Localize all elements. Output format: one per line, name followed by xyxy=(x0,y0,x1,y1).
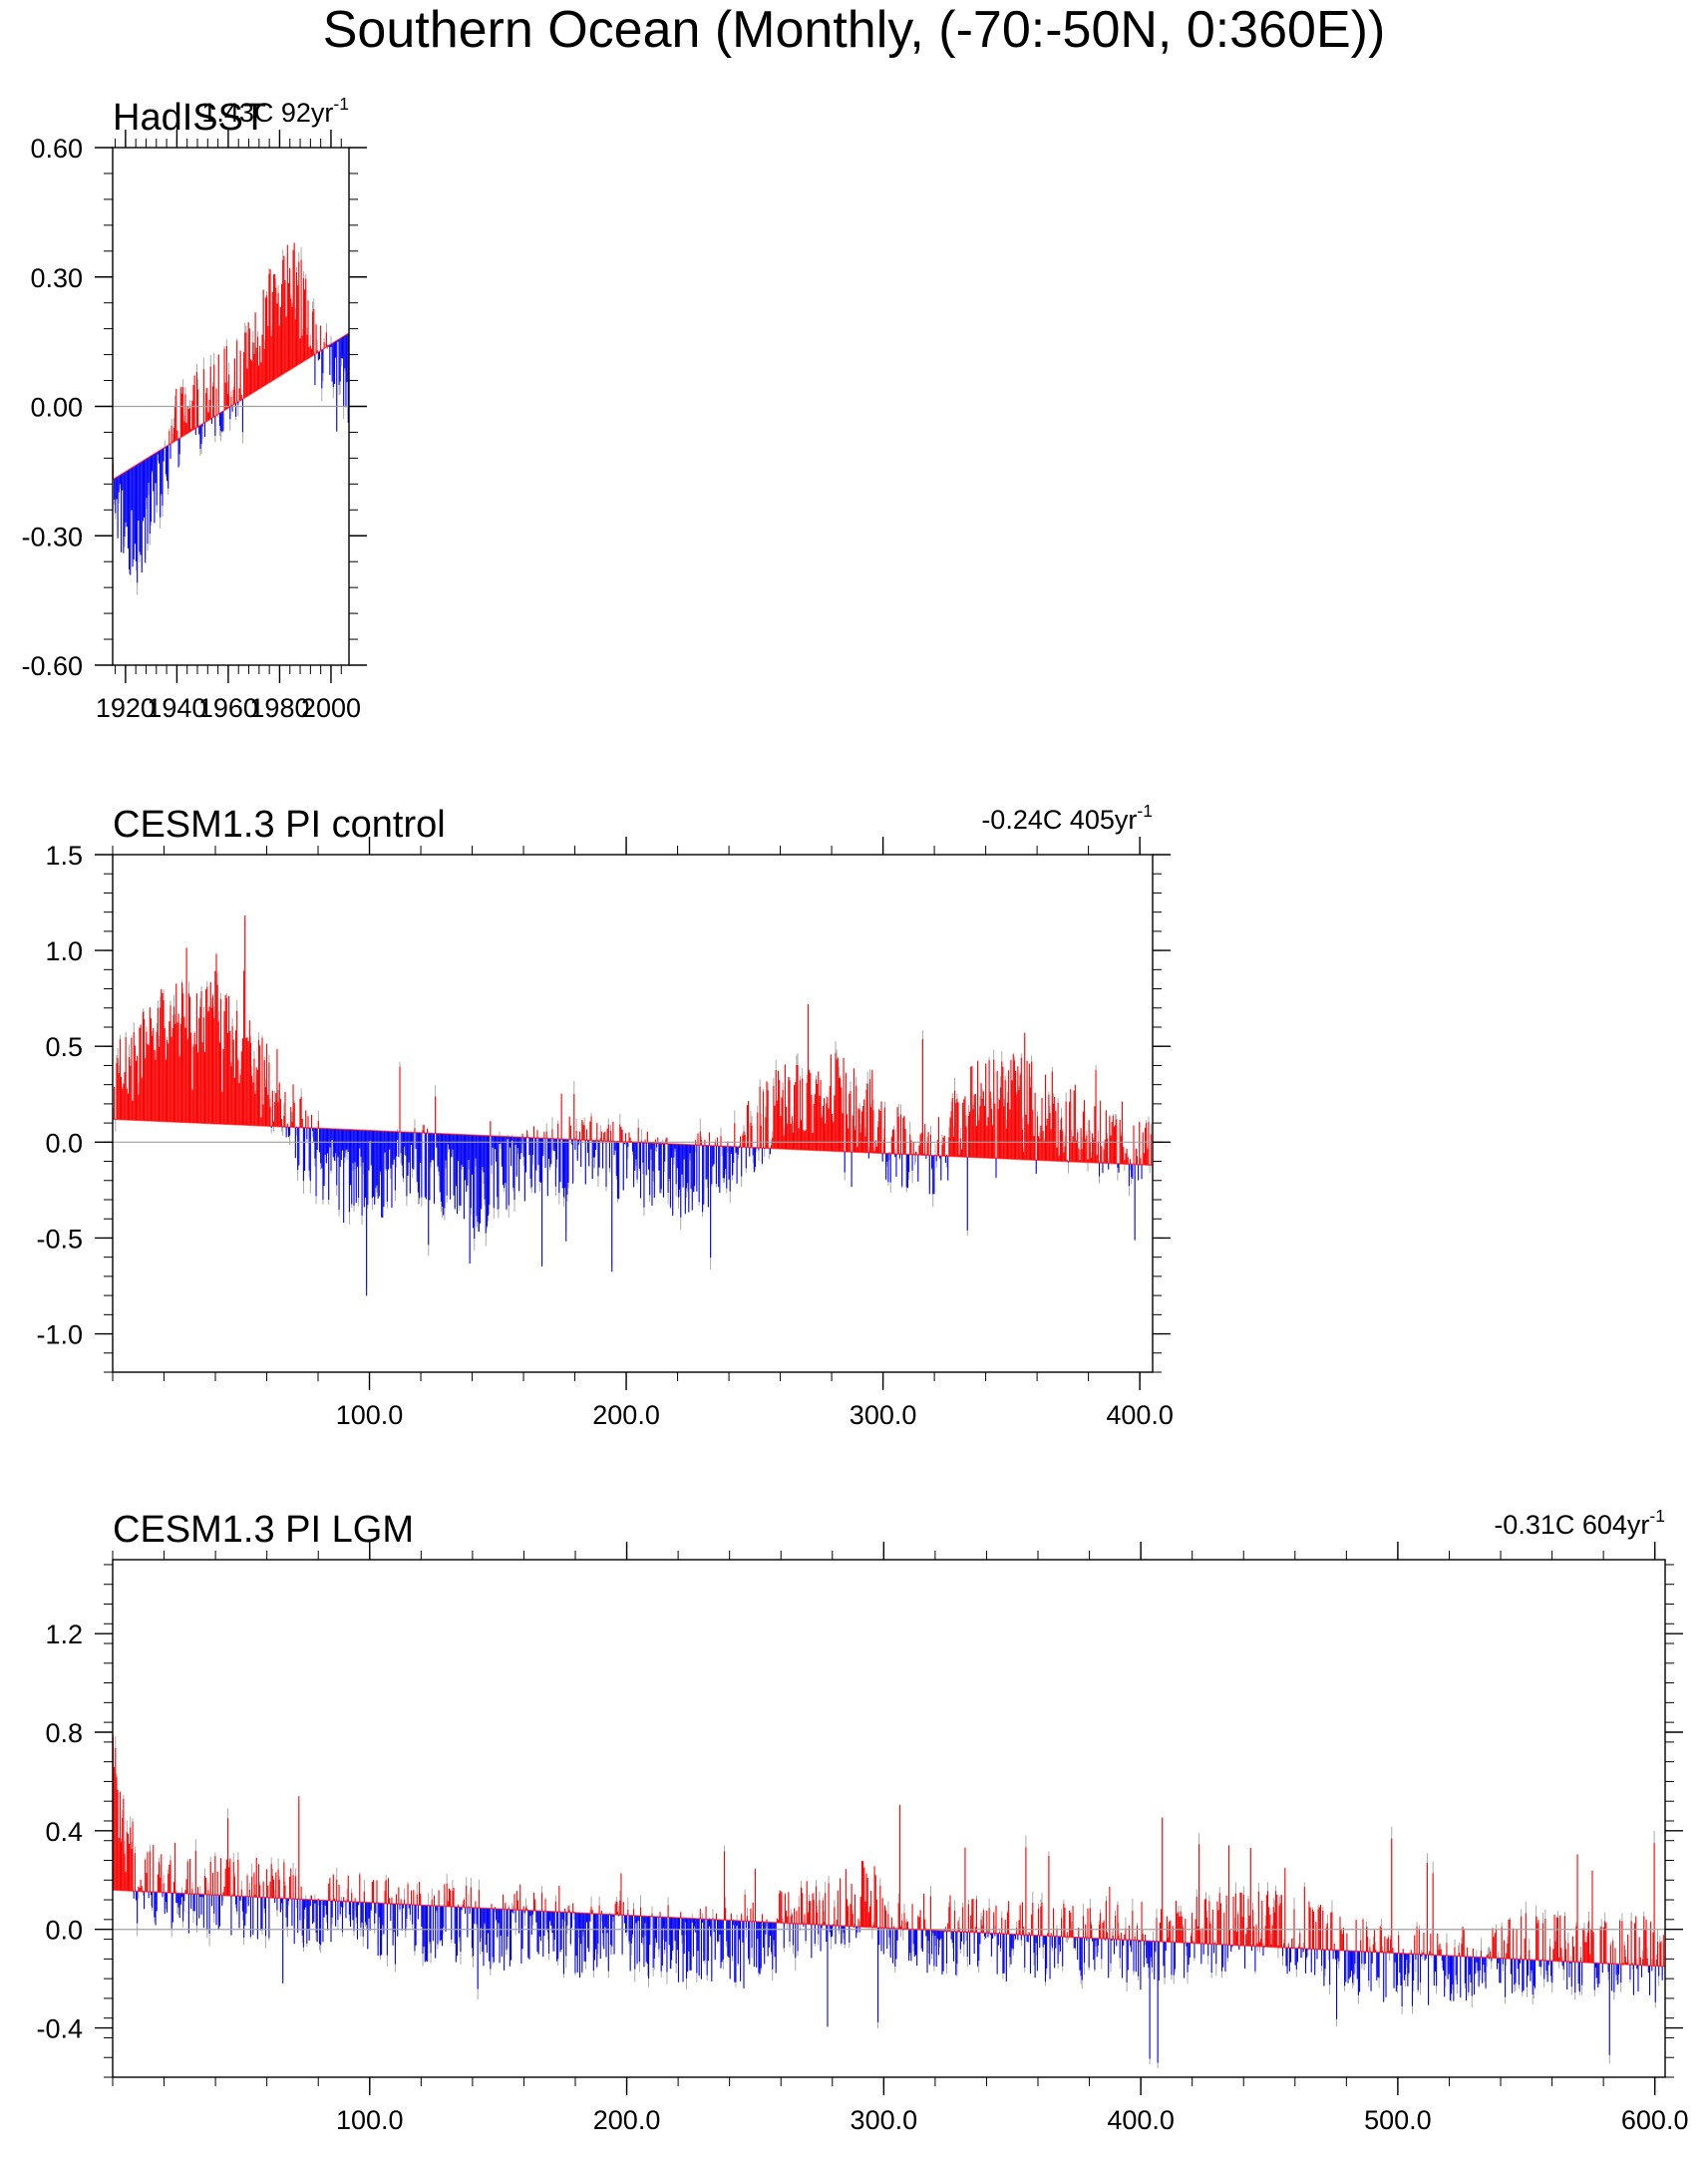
axis-ticks: 1.5 1.0 0.5 0.0 -0.5 -1.0 100.0 200.0 300.0 400.0 xyxy=(36,837,1174,1430)
x-tick-label: 200.0 xyxy=(592,1400,660,1430)
plot-frame xyxy=(112,854,1154,1373)
anomaly-bars xyxy=(112,914,1152,1296)
y-tick-label: 0.5 xyxy=(45,1032,83,1062)
panel-title: HadISST xyxy=(113,97,266,139)
trend-line xyxy=(112,1118,1154,1167)
y-tick-label: -1.0 xyxy=(36,1320,83,1350)
anomaly-bars xyxy=(112,1734,1664,2068)
y-tick-label: 1.0 xyxy=(45,936,83,966)
trend-annotation: -0.31C 604yr-1 xyxy=(1494,1506,1665,1540)
y-tick-label: -0.5 xyxy=(36,1224,83,1254)
y-tick-label: 0.00 xyxy=(30,393,83,423)
x-tick-label: 1920 xyxy=(96,693,156,723)
x-tick-label: 100.0 xyxy=(336,1400,404,1430)
trend-line xyxy=(112,332,350,481)
y-tick-label: 0.0 xyxy=(45,1128,83,1158)
y-tick-label: 0.60 xyxy=(30,134,83,164)
x-tick-label: 400.0 xyxy=(1106,1400,1174,1430)
x-tick-label: 2000 xyxy=(301,693,361,723)
y-tick-label: -0.30 xyxy=(21,522,83,551)
figure-title: Southern Ocean (Monthly, (-70:-50N, 0:36… xyxy=(322,1,1386,59)
panel-title: CESM1.3 PI LGM xyxy=(113,1509,414,1551)
panel-title: CESM1.3 PI control xyxy=(113,804,446,846)
y-tick-label: -0.60 xyxy=(21,651,83,681)
x-tick-label: 300.0 xyxy=(850,1400,917,1430)
anomaly-bars xyxy=(112,242,349,595)
x-tick-label: 1960 xyxy=(198,693,258,723)
trend-annotation: -0.24C 405yr-1 xyxy=(981,801,1153,835)
axis-ticks: 0.60 0.30 0.00 -0.30 -0.60 192019401960198020… xyxy=(21,130,367,723)
y-tick-label: 0.30 xyxy=(30,263,83,293)
chart-panel-2: CESM1.3 PI control -0.24C 405yr-1 1.5 1.0 0.… xyxy=(36,801,1173,1430)
y-tick-label: 1.5 xyxy=(45,841,83,871)
x-tick-label: 1940 xyxy=(147,693,206,723)
x-tick-label: 1980 xyxy=(249,693,309,723)
trend-annotation: 1.43C 92yr-1 xyxy=(201,94,349,128)
chart-panel-3: CESM1.3 PI LGM -0.31C 604yr-11.20.80.40.0… xyxy=(36,1506,1688,2135)
